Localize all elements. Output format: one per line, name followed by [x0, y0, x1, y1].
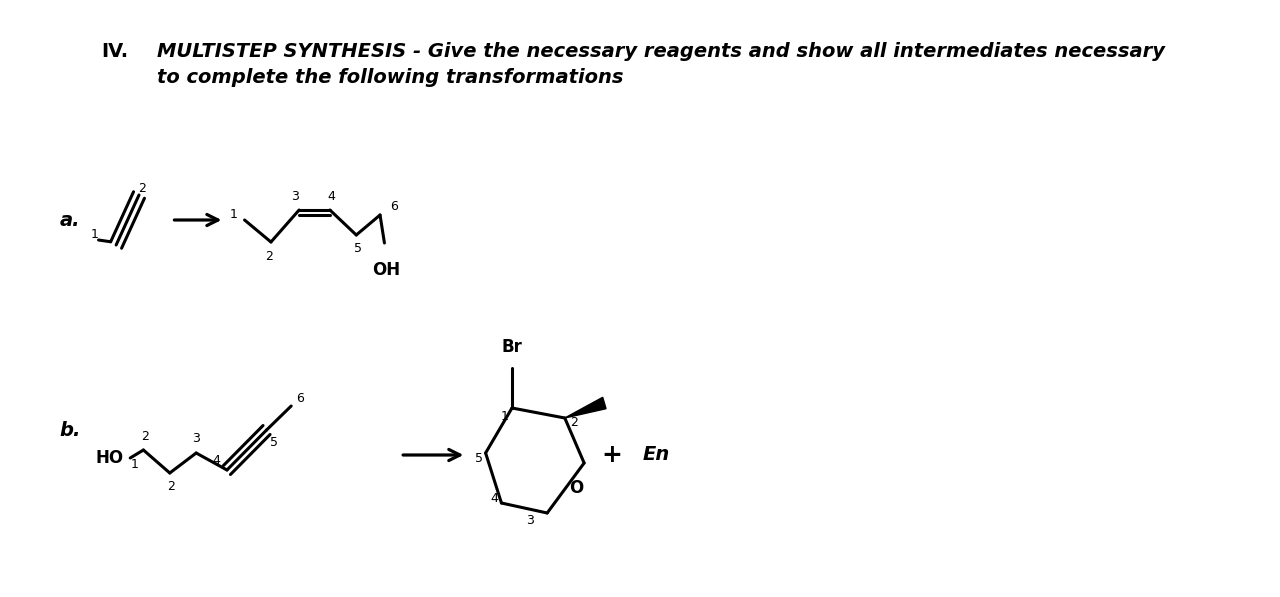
Text: 1: 1	[131, 457, 138, 470]
Text: MULTISTEP SYNTHESIS - Give the necessary reagents and show all intermediates nec: MULTISTEP SYNTHESIS - Give the necessary…	[156, 42, 1165, 61]
Text: 6: 6	[390, 201, 398, 214]
Text: Br: Br	[502, 338, 522, 356]
Text: b.: b.	[60, 420, 81, 439]
Text: HO: HO	[95, 449, 123, 467]
Text: 5: 5	[270, 435, 278, 448]
Text: 4: 4	[490, 491, 498, 504]
Text: 5: 5	[355, 242, 362, 256]
Text: 3: 3	[291, 189, 298, 202]
Text: OH: OH	[372, 261, 401, 279]
Text: En: En	[643, 445, 669, 464]
Text: O: O	[570, 479, 584, 497]
Text: 2: 2	[138, 181, 146, 195]
Text: 2: 2	[265, 250, 273, 263]
Text: 2: 2	[168, 481, 175, 494]
Text: 3: 3	[526, 515, 534, 528]
Text: 3: 3	[192, 432, 200, 445]
Text: 4: 4	[328, 189, 335, 202]
Text: to complete the following transformations: to complete the following transformation…	[156, 68, 623, 87]
Text: a.: a.	[60, 211, 81, 229]
Text: 2: 2	[141, 429, 148, 442]
Text: 1: 1	[500, 410, 509, 423]
Text: 1: 1	[230, 208, 238, 221]
Text: 5: 5	[475, 451, 483, 464]
Polygon shape	[564, 398, 605, 418]
Text: 2: 2	[570, 417, 577, 429]
Text: +: +	[602, 443, 622, 467]
Text: 4: 4	[212, 454, 220, 466]
Text: 6: 6	[296, 392, 303, 405]
Text: 1: 1	[90, 229, 99, 242]
Text: IV.: IV.	[101, 42, 128, 61]
